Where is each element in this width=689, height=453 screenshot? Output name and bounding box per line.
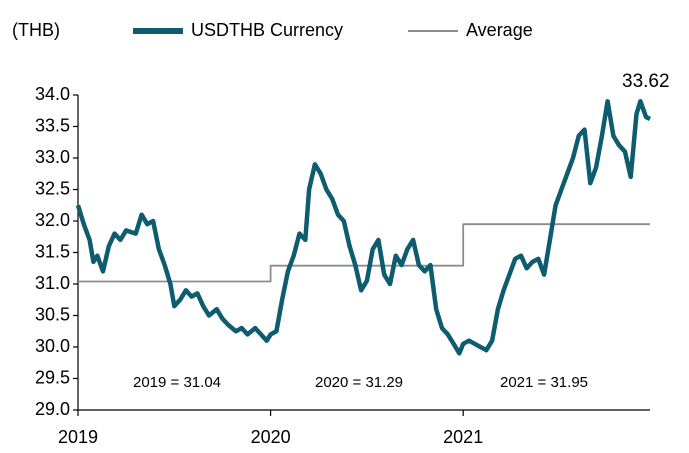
y-axis-label: (THB)	[12, 20, 60, 40]
y-tick-label: 30.5	[35, 304, 70, 324]
annotation: 33.62	[622, 71, 670, 92]
y-tick-label: 32.0	[35, 210, 70, 230]
y-tick-label: 34.0	[35, 84, 70, 104]
x-tick-label: 2020	[251, 427, 291, 447]
annotation: 2020 = 31.29	[315, 374, 403, 391]
y-tick-label: 32.5	[35, 178, 70, 198]
y-tick-label: 33.0	[35, 147, 70, 167]
y-tick-label: 29.5	[35, 367, 70, 387]
x-tick-label: 2021	[443, 427, 483, 447]
y-tick-label: 29.0	[35, 399, 70, 419]
line	[75, 99, 651, 356]
y-tick-label: 31.5	[35, 241, 70, 261]
legend-label: Average	[466, 20, 533, 40]
legend-label: USDTHB Currency	[191, 20, 343, 40]
annotation: 2019 = 31.04	[133, 374, 221, 391]
x-tick-label: 2019	[58, 427, 98, 447]
y-tick-label: 33.5	[35, 115, 70, 135]
line	[78, 223, 650, 283]
y-tick-label: 31.0	[35, 273, 70, 293]
y-tick-label: 30.0	[35, 336, 70, 356]
annotation: 2021 = 31.95	[500, 374, 588, 391]
